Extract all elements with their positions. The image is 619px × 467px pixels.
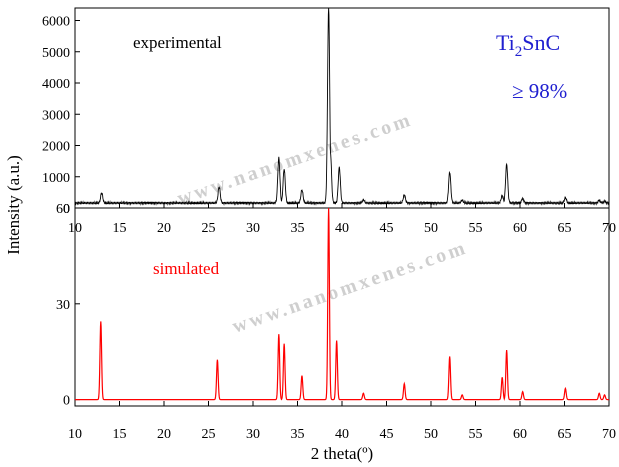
x-tick-label: 20 — [157, 427, 171, 442]
y-tick-label: 30 — [56, 298, 70, 313]
y-tick-label: 0 — [63, 202, 70, 217]
purity-label: ≥ 98% — [512, 79, 567, 103]
x-tick-label: 35 — [291, 427, 305, 442]
x-tick-label: 30 — [246, 221, 260, 236]
y-tick-label: 3000 — [42, 108, 70, 123]
x-tick-label: 45 — [380, 427, 394, 442]
watermark-top: www.nanomxenes.com — [174, 108, 415, 209]
x-tick-label: 50 — [424, 427, 438, 442]
y-tick-label: 5000 — [42, 46, 70, 61]
x-tick-label: 10 — [68, 427, 82, 442]
bottom-plot-frame — [74, 207, 610, 407]
x-tick-label: 30 — [246, 427, 260, 442]
x-tick-label: 25 — [202, 427, 216, 442]
x-tick-label: 65 — [558, 221, 572, 236]
x-tick-label: 60 — [513, 427, 527, 442]
watermark-bottom: www.nanomxenes.com — [229, 236, 470, 337]
y-tick-label: 2000 — [42, 140, 70, 155]
y-axis-label: Intensity (a.u.) — [4, 155, 23, 255]
y-tick-label: 1000 — [42, 171, 70, 186]
experimental-series-line — [74, 7, 610, 206]
x-tick-label: 15 — [113, 221, 127, 236]
x-tick-label: 50 — [424, 221, 438, 236]
top-y-ticks: 0 1000 2000 3000 4000 5000 6000 — [42, 15, 80, 217]
y-tick-label: 4000 — [42, 77, 70, 92]
x-tick-label: 45 — [380, 221, 394, 236]
x-tick-label: 40 — [335, 427, 349, 442]
simulated-series-line — [75, 207, 609, 402]
x-tick-label: 20 — [157, 221, 171, 236]
x-tick-label: 65 — [558, 427, 572, 442]
x-tick-label: 40 — [335, 221, 349, 236]
x-tick-label: 35 — [291, 221, 305, 236]
experimental-label: experimental — [133, 33, 222, 52]
x-tick-label: 25 — [202, 221, 216, 236]
simulated-panel: 0 30 60 10 15 20 25 30 35 40 45 50 55 60 65 70 simulat… — [56, 202, 616, 442]
x-axis-label: 2 theta(º) — [311, 444, 373, 463]
y-tick-label: 60 — [56, 202, 70, 217]
x-tick-label: 70 — [602, 427, 616, 442]
x-tick-label: 55 — [469, 221, 483, 236]
x-tick-label: 60 — [513, 221, 527, 236]
x-tick-label: 55 — [469, 427, 483, 442]
y-tick-label: 6000 — [42, 15, 70, 30]
x-tick-label: 15 — [113, 427, 127, 442]
simulated-label: simulated — [153, 259, 220, 278]
formula-label: Ti2SnC — [496, 30, 560, 60]
y-tick-label: 0 — [63, 394, 70, 409]
bottom-x-ticks: 10 15 20 25 30 35 40 45 50 55 60 65 70 — [68, 401, 616, 442]
